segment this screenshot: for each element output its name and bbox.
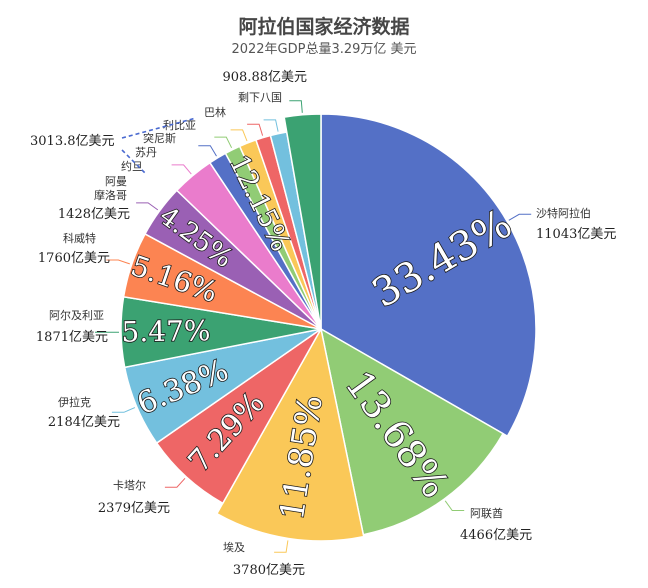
slice-name-label: 巴林 — [204, 105, 226, 119]
slice-value-label: 11043亿美元 — [536, 227, 616, 242]
leader-line — [136, 202, 159, 211]
slice-name-label: 苏丹 — [135, 146, 157, 159]
slice-name-label: 约旦 — [121, 160, 143, 173]
slice-name-label: 剩下八国 — [238, 91, 282, 104]
slice-value-label: 1428亿美元 — [58, 207, 130, 222]
leader-line — [106, 259, 130, 265]
slice-name-label: 阿曼 — [105, 175, 127, 188]
chart-title: 阿拉伯国家经济数据 — [238, 16, 410, 38]
slice-name-label: 埃及 — [223, 540, 245, 554]
leader-line — [508, 213, 532, 221]
slice-name-label: 阿联酋 — [470, 506, 503, 520]
pie-slice — [215, 326, 365, 542]
chart-subtitle: 2022年GDP总量3.29万亿 美元 — [231, 42, 417, 57]
slice-name-label: 阿尔及利亚 — [49, 309, 104, 322]
leader-line — [247, 123, 264, 136]
group-value-label: 3013.8亿美元 — [30, 134, 115, 149]
slice-name-label: 利比亚 — [163, 119, 196, 132]
leader-line — [289, 100, 303, 113]
slice-value-label: 1871亿美元 — [36, 330, 108, 345]
slice-value-label: 908.88亿美元 — [223, 70, 308, 85]
slice-percent-label: 5.47% — [121, 314, 210, 348]
slice-value-label: 1760亿美元 — [38, 251, 110, 266]
slice-name-label: 突尼斯 — [143, 131, 176, 145]
pie-slice — [320, 113, 537, 438]
slice-name-label: 卡塔尔 — [113, 479, 146, 492]
leader-line — [171, 164, 192, 175]
leader-line — [230, 129, 248, 142]
slice-name-label: 科威特 — [63, 231, 96, 245]
pie-slice — [283, 113, 322, 330]
leader-line — [274, 540, 289, 553]
slice-value-label: 2184亿美元 — [48, 415, 120, 430]
leader-line — [111, 407, 136, 413]
slice-name-label: 沙特阿拉伯 — [536, 206, 591, 220]
slice-value-label: 2379亿美元 — [98, 501, 170, 516]
slice-name-label: 伊拉克 — [58, 395, 91, 409]
slice-name-label: 摩洛哥 — [94, 188, 127, 202]
slice-value-label: 4466亿美元 — [460, 528, 532, 543]
leader-line — [198, 145, 217, 157]
leader-line — [263, 119, 279, 132]
group-bracket-line — [121, 117, 197, 175]
pie-slice — [319, 327, 505, 536]
leader-line — [164, 477, 186, 488]
leader-line — [444, 500, 465, 511]
leader-line — [214, 136, 233, 149]
slice-value-label: 3780亿美元 — [233, 563, 305, 578]
